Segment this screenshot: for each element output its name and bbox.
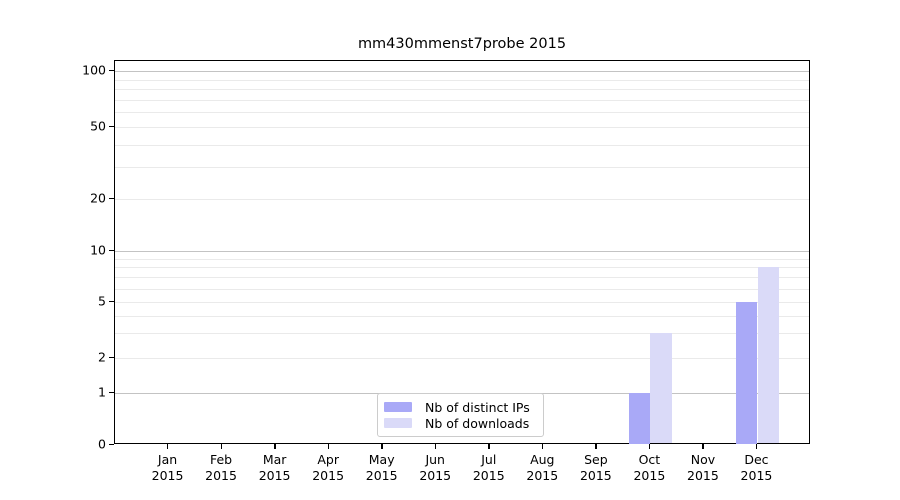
- x-tick-label: May 2015: [365, 452, 398, 483]
- x-tick: [755, 444, 758, 449]
- x-tick-label: Feb 2015: [205, 452, 237, 483]
- plot-area: [114, 60, 810, 444]
- x-tick: [648, 444, 651, 449]
- bar-distinct-ips: [629, 393, 651, 444]
- chart-title: mm430mmenst7probe 2015: [357, 36, 567, 52]
- legend: Nb of distinct IPs Nb of downloads: [377, 393, 544, 437]
- x-tick: [167, 444, 169, 449]
- x-tick-label: Jul 2015: [472, 452, 505, 483]
- gridline-minor: [115, 267, 809, 269]
- y-tick-label: 2: [98, 349, 106, 365]
- x-tick-label: Jun 2015: [419, 452, 452, 483]
- gridline-major: [115, 71, 809, 72]
- x-tick-label: Mar 2015: [258, 452, 291, 483]
- y-tick: [109, 356, 114, 358]
- distinct-ips-swatch-icon: [384, 402, 412, 412]
- gridline-major: [115, 251, 809, 252]
- legend-label-downloads: Nb of downloads: [425, 415, 530, 431]
- gridline-minor: [115, 277, 809, 279]
- x-tick: [274, 444, 276, 449]
- x-tick: [381, 444, 383, 449]
- legend-item-distinct-ips: Nb of distinct IPs: [384, 399, 535, 415]
- gridline-minor: [115, 258, 809, 260]
- gridline-minor: [115, 167, 809, 169]
- gridline-minor: [115, 99, 809, 101]
- gridline-minor: [115, 358, 809, 359]
- gridline-minor: [115, 79, 809, 81]
- bar-distinct-ips: [736, 302, 758, 444]
- x-tick: [220, 444, 222, 449]
- y-tick: [109, 125, 114, 127]
- gridline-minor: [115, 112, 809, 114]
- x-tick: [595, 444, 597, 449]
- gridline-minor: [115, 89, 809, 91]
- x-tick-label: Dec 2015: [740, 452, 773, 483]
- y-tick: [109, 443, 114, 445]
- x-tick-label: Aug 2015: [526, 452, 559, 483]
- x-tick: [327, 444, 330, 449]
- bar-downloads: [650, 333, 672, 444]
- y-tick: [109, 300, 114, 302]
- y-tick-label: 5: [98, 293, 106, 309]
- bar-downloads: [757, 267, 779, 444]
- gridline-minor: [115, 127, 809, 128]
- gridline-minor: [115, 199, 809, 200]
- x-tick-label: Sep 2015: [579, 452, 612, 483]
- gridline-minor: [115, 288, 809, 290]
- x-tick: [541, 444, 544, 449]
- y-tick-label: 50: [90, 118, 106, 134]
- y-tick-label: 0: [98, 436, 106, 452]
- y-tick: [109, 249, 114, 251]
- y-tick-label: 1: [98, 384, 106, 400]
- x-tick: [488, 444, 490, 449]
- y-tick: [109, 391, 114, 393]
- x-tick-label: Apr 2015: [312, 452, 345, 483]
- x-tick-label: Jan 2015: [151, 452, 184, 483]
- y-tick: [109, 197, 114, 199]
- y-tick: [109, 69, 114, 71]
- y-tick-label: 20: [90, 190, 106, 206]
- gridline-minor: [115, 315, 809, 317]
- y-tick-label: 10: [90, 242, 106, 258]
- gridline-minor: [115, 333, 809, 335]
- x-tick-label: Nov 2015: [687, 452, 719, 483]
- gridline-minor: [115, 302, 809, 303]
- legend-item-downloads: Nb of downloads: [384, 415, 535, 431]
- legend-label-distinct-ips: Nb of distinct IPs: [425, 399, 530, 415]
- gridline-minor: [115, 144, 809, 146]
- x-tick-label: Oct 2015: [633, 452, 666, 483]
- x-tick: [434, 444, 437, 449]
- y-tick-label: 100: [82, 62, 106, 78]
- x-tick: [702, 444, 704, 449]
- downloads-swatch-icon: [384, 418, 412, 428]
